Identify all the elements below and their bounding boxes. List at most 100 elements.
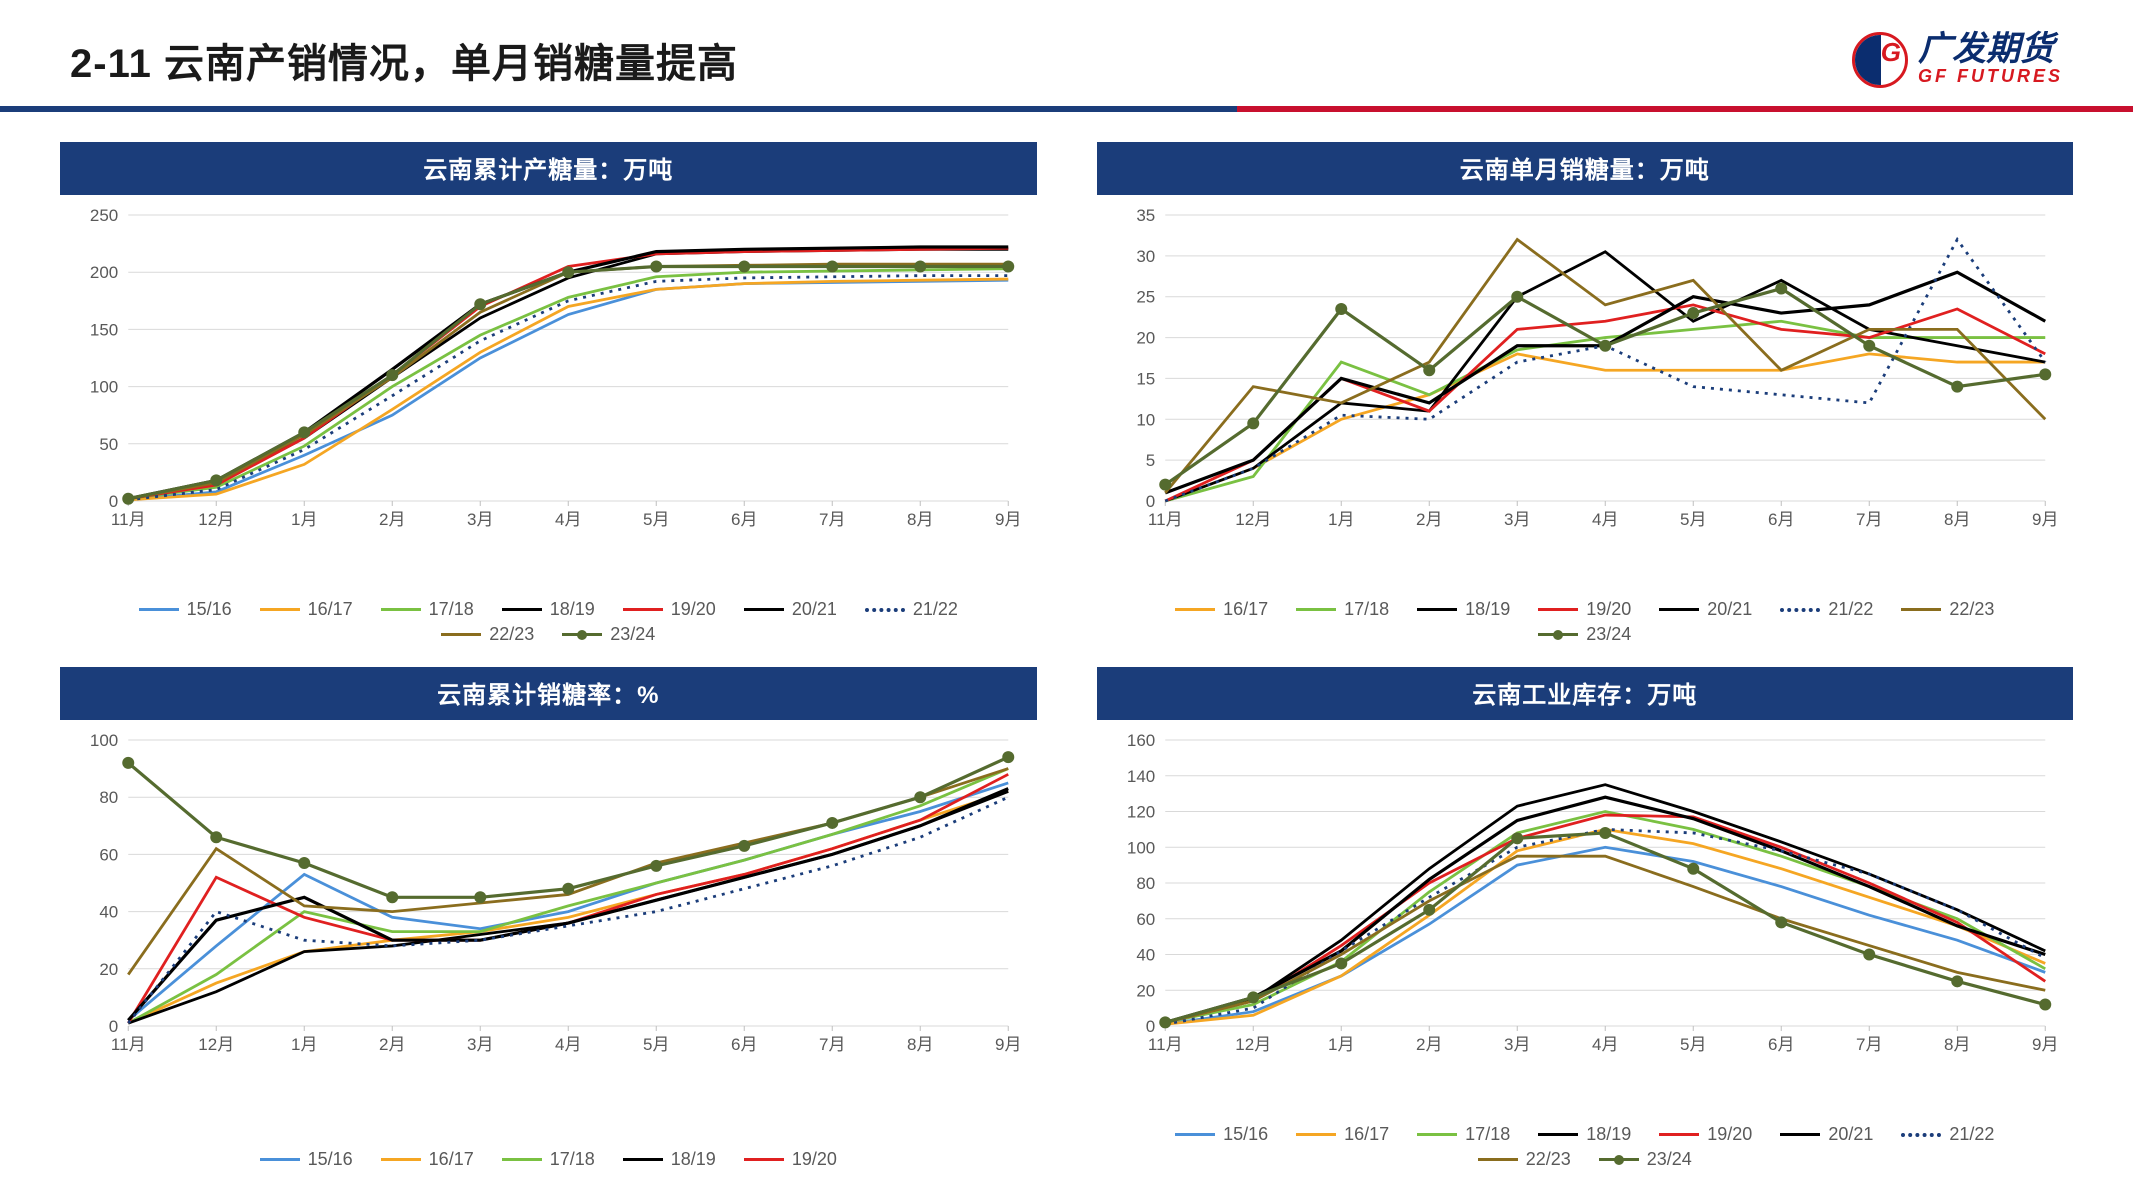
svg-text:6月: 6月 [1768,1035,1794,1054]
svg-text:5月: 5月 [643,1035,669,1054]
svg-text:11月: 11月 [111,1035,146,1054]
svg-text:8月: 8月 [1944,510,1970,529]
chart-legend: 16/1717/1818/1919/2020/2121/2222/2323/24 [1097,597,2074,647]
svg-text:100: 100 [90,378,118,397]
svg-text:100: 100 [1126,838,1154,857]
svg-text:12月: 12月 [198,1035,234,1054]
svg-text:9月: 9月 [2032,1035,2058,1054]
svg-text:11月: 11月 [111,510,146,529]
legend-item: 18/19 [1417,599,1510,620]
svg-text:35: 35 [1136,206,1155,225]
svg-text:200: 200 [90,263,118,282]
legend-item: 16/17 [1175,599,1268,620]
svg-text:40: 40 [1136,946,1155,965]
legend-item: 19/20 [1538,599,1631,620]
brand-logo: G 广发期货 GF FUTURES [1852,32,2063,88]
svg-text:11月: 11月 [1147,510,1182,529]
svg-text:12月: 12月 [1235,1035,1271,1054]
legend-item: 16/17 [1296,1124,1389,1145]
svg-text:4月: 4月 [1592,510,1618,529]
svg-text:1月: 1月 [1328,510,1354,529]
chart-body: 0510152025303511月12月1月2月3月4月5月6月7月8月9月 [1097,195,2074,597]
svg-text:4月: 4月 [555,510,581,529]
charts-grid: 云南累计产糖量：万吨 05010015020025011月12月1月2月3月4月… [0,112,2133,1192]
svg-text:60: 60 [99,845,118,864]
svg-text:6月: 6月 [731,510,757,529]
legend-item: 15/16 [1175,1124,1268,1145]
chart-body: 02040608010011月12月1月2月3月4月5月6月7月8月9月 [60,720,1037,1147]
svg-text:5月: 5月 [643,510,669,529]
svg-text:8月: 8月 [907,1035,933,1054]
legend-item: 20/21 [1780,1124,1873,1145]
legend-item: 22/23 [1901,599,1994,620]
svg-text:120: 120 [1126,803,1154,822]
svg-text:40: 40 [99,903,118,922]
chart-title: 云南工业库存：万吨 [1097,667,2074,720]
legend-item: 18/19 [623,1149,716,1170]
svg-text:20: 20 [1136,329,1155,348]
legend-item: 21/22 [865,599,958,620]
svg-text:50: 50 [99,435,118,454]
svg-text:1月: 1月 [291,510,317,529]
legend-item: 18/19 [1538,1124,1631,1145]
legend-item: 17/18 [381,599,474,620]
header: 2-11 云南产销情况，单月销糖量提高 G 广发期货 GF FUTURES [0,0,2133,100]
svg-text:9月: 9月 [995,1035,1021,1054]
svg-text:60: 60 [1136,910,1155,929]
svg-text:5月: 5月 [1680,1035,1706,1054]
svg-text:25: 25 [1136,288,1155,307]
legend-item: 23/24 [1538,624,1631,645]
legend-item: 19/20 [1659,1124,1752,1145]
svg-text:250: 250 [90,206,118,225]
svg-text:2月: 2月 [379,1035,405,1054]
legend-item: 15/16 [260,1149,353,1170]
chart-body: 02040608010012014016011月12月1月2月3月4月5月6月7… [1097,720,2074,1122]
chart-sales-monthly: 云南单月销糖量：万吨 0510152025303511月12月1月2月3月4月5… [1097,142,2074,647]
svg-text:7月: 7月 [819,510,845,529]
svg-text:4月: 4月 [1592,1035,1618,1054]
svg-text:12月: 12月 [198,510,234,529]
svg-text:15: 15 [1136,369,1155,388]
chart-body: 05010015020025011月12月1月2月3月4月5月6月7月8月9月 [60,195,1037,597]
legend-item: 16/17 [381,1149,474,1170]
logo-icon: G [1852,32,1908,88]
legend-item: 20/21 [1659,599,1752,620]
legend-item: 23/24 [562,624,655,645]
chart-legend: 15/16 16/17 17/18 18/19 19/20 [60,1147,1037,1172]
legend-item: 17/18 [1417,1124,1510,1145]
legend-item: 19/20 [744,1149,837,1170]
svg-text:6月: 6月 [731,1035,757,1054]
svg-text:80: 80 [99,788,118,807]
svg-text:3月: 3月 [467,510,493,529]
chart-inventory: 云南工业库存：万吨 02040608010012014016011月12月1月2… [1097,667,2074,1172]
svg-text:6月: 6月 [1768,510,1794,529]
chart-legend: 15/1616/1717/1818/1919/2020/2121/2222/23… [1097,1122,2074,1172]
svg-text:9月: 9月 [2032,510,2058,529]
svg-text:1月: 1月 [291,1035,317,1054]
svg-text:30: 30 [1136,247,1155,266]
svg-text:11月: 11月 [1147,1035,1182,1054]
legend-item: 17/18 [1296,599,1389,620]
svg-text:0: 0 [1145,492,1154,511]
svg-text:2月: 2月 [379,510,405,529]
svg-text:7月: 7月 [1856,510,1882,529]
legend-item: 17/18 [502,1149,595,1170]
svg-text:7月: 7月 [819,1035,845,1054]
svg-text:3月: 3月 [467,1035,493,1054]
svg-text:8月: 8月 [907,510,933,529]
chart-sales-rate: 云南累计销糖率：% 02040608010011月12月1月2月3月4月5月6月… [60,667,1037,1172]
svg-text:2月: 2月 [1416,510,1442,529]
svg-text:140: 140 [1126,767,1154,786]
svg-text:2月: 2月 [1416,1035,1442,1054]
brand-en: GF FUTURES [1918,66,2063,88]
svg-text:150: 150 [90,320,118,339]
chart-legend: 15/1616/1717/1818/1919/2020/2121/2222/23… [60,597,1037,647]
svg-text:0: 0 [109,1017,118,1036]
chart-title: 云南单月销糖量：万吨 [1097,142,2074,195]
brand-cn: 广发期货 [1918,32,2063,66]
svg-text:7月: 7月 [1856,1035,1882,1054]
legend-item: 19/20 [623,599,716,620]
svg-text:3月: 3月 [1504,1035,1530,1054]
legend-item: 22/23 [441,624,534,645]
svg-text:160: 160 [1126,731,1154,750]
